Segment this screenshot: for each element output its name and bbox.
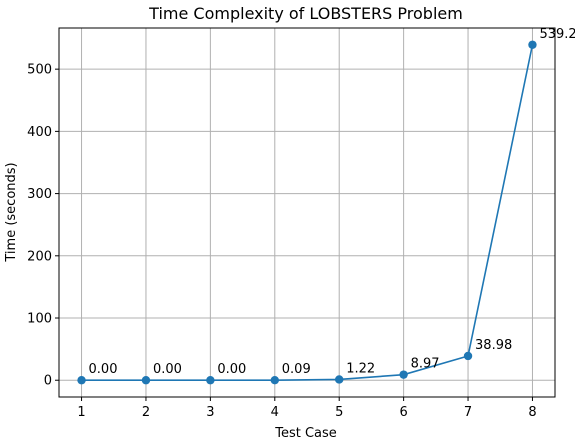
axis-ticks: 1 2 3 4 5 6 7 8 0 100 200 300 400 500: [27, 63, 536, 420]
data-point: [528, 40, 537, 49]
data-label: 0.09: [282, 362, 311, 377]
data-label: 38.98: [475, 338, 512, 353]
x-tick-label: 6: [399, 405, 407, 420]
data-point: [206, 376, 215, 385]
y-tick-label: 300: [27, 187, 52, 202]
x-tick-label: 7: [464, 405, 472, 420]
data-series: [77, 40, 537, 385]
grid-lines: [59, 28, 555, 397]
data-point: [463, 351, 473, 361]
chart-title: Time Complexity of LOBSTERS Problem: [148, 4, 463, 23]
data-label: 0.00: [153, 362, 182, 377]
data-label: 1.22: [346, 361, 375, 376]
data-labels: 0.00 0.00 0.00 0.09 1.22 8.97 38.98 539.2: [89, 27, 575, 377]
x-tick-label: 5: [335, 405, 343, 420]
plot-area-frame: [58, 27, 556, 398]
data-label: 8.97: [411, 357, 440, 372]
data-point: [399, 370, 408, 379]
y-tick-label: 500: [27, 63, 52, 78]
data-point: [77, 376, 86, 385]
x-tick-label: 8: [528, 405, 536, 420]
x-axis-label: Test Case: [274, 426, 337, 439]
y-axis-label: Time (seconds): [4, 162, 19, 262]
data-point: [141, 376, 151, 385]
data-label: 0.00: [217, 362, 246, 377]
y-tick-label: 100: [27, 312, 52, 327]
data-point: [270, 375, 279, 385]
series-line: [81, 44, 534, 382]
data-point: [335, 375, 344, 384]
x-tick-label: 2: [142, 405, 150, 420]
data-label: 539.2: [539, 27, 575, 42]
y-tick-label: 0: [44, 374, 52, 389]
x-tick-label: 4: [271, 405, 279, 420]
x-tick-label: 3: [206, 405, 214, 420]
x-tick-label: 1: [77, 405, 85, 420]
data-label: 0.00: [89, 362, 118, 377]
y-tick-label: 400: [27, 125, 52, 140]
y-tick-label: 200: [27, 249, 52, 264]
